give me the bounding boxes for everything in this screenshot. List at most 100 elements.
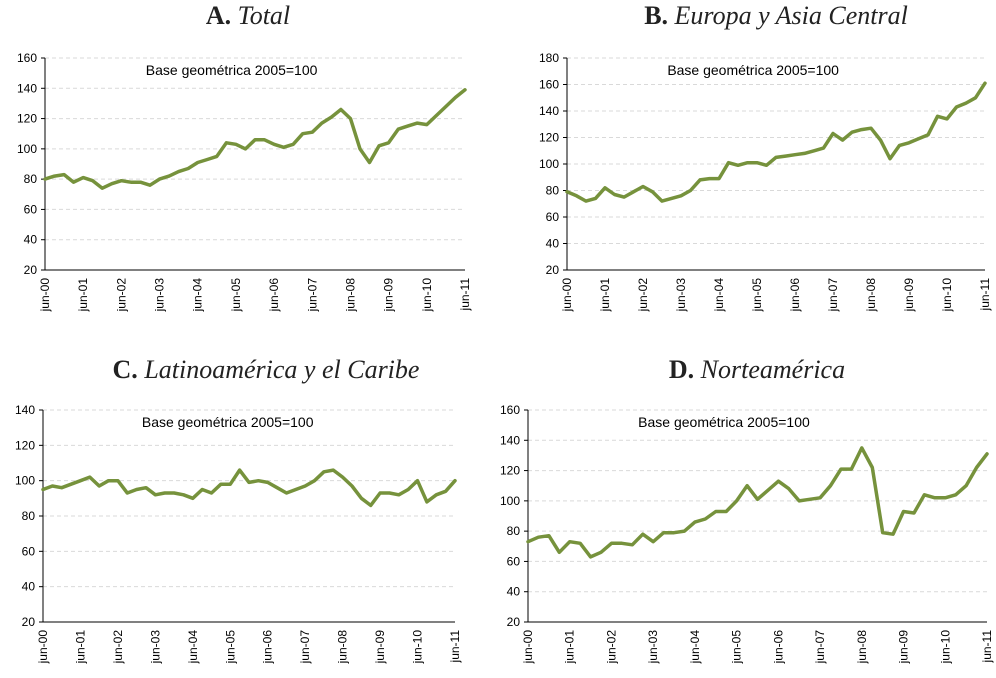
panel-letter: C. bbox=[113, 355, 138, 384]
y-tick-label: 100 bbox=[500, 494, 520, 508]
y-tick-label: 80 bbox=[22, 509, 36, 523]
x-tick-label: jun-02 bbox=[636, 278, 650, 313]
x-tick-label: jun-03 bbox=[674, 278, 688, 313]
x-tick-label: jun-00 bbox=[521, 630, 535, 665]
x-tick-label: jun-08 bbox=[336, 630, 350, 665]
x-tick-label: jun-05 bbox=[750, 278, 764, 313]
x-tick-label: jun-05 bbox=[730, 630, 744, 665]
x-tick-label: jun-09 bbox=[382, 278, 396, 313]
x-tick-label: jun-07 bbox=[813, 630, 827, 665]
y-tick-label: 140 bbox=[500, 433, 520, 447]
y-tick-label: 100 bbox=[539, 157, 559, 171]
y-tick-label: 120 bbox=[500, 464, 520, 478]
x-tick-label: jun-02 bbox=[604, 630, 618, 665]
y-tick-label: 140 bbox=[15, 403, 35, 417]
x-tick-label: jun-03 bbox=[153, 278, 167, 313]
x-tick-label: jun-05 bbox=[223, 630, 237, 665]
x-tick-label: jun-03 bbox=[148, 630, 162, 665]
x-tick-label: jun-07 bbox=[305, 278, 319, 313]
panel-letter: B. bbox=[644, 1, 668, 30]
data-line bbox=[43, 88, 467, 190]
y-tick-label: 120 bbox=[15, 438, 35, 452]
x-tick-label: jun-00 bbox=[560, 278, 574, 313]
data-line bbox=[526, 446, 989, 559]
x-tick-label: jun-06 bbox=[267, 278, 281, 313]
chart-title: D. Norteamérica bbox=[669, 355, 845, 384]
x-tick-label: jun-09 bbox=[902, 278, 916, 313]
x-tick-label: jun-10 bbox=[420, 278, 434, 313]
x-tick-label: jun-11 bbox=[978, 278, 992, 312]
x-tick-label: jun-06 bbox=[261, 630, 275, 665]
y-tick-label: 60 bbox=[24, 202, 38, 216]
y-tick-label: 20 bbox=[507, 615, 521, 629]
y-tick-label: 140 bbox=[539, 104, 559, 118]
x-tick-label: jun-01 bbox=[563, 630, 577, 665]
x-tick-label: jun-01 bbox=[598, 278, 612, 313]
x-tick-label: jun-00 bbox=[36, 630, 50, 665]
y-tick-label: 40 bbox=[546, 237, 560, 251]
annotation: Base geométrica 2005=100 bbox=[142, 414, 314, 430]
x-tick-label: jun-11 bbox=[980, 630, 994, 664]
y-tick-label: 160 bbox=[500, 403, 520, 417]
x-tick-label: jun-07 bbox=[826, 278, 840, 313]
x-tick-label: jun-10 bbox=[940, 278, 954, 313]
panel-letter: A. bbox=[206, 1, 231, 30]
panel-title: Norteamérica bbox=[700, 355, 845, 384]
x-tick-label: jun-00 bbox=[38, 278, 52, 313]
y-tick-label: 160 bbox=[17, 51, 37, 65]
y-tick-label: 80 bbox=[24, 172, 38, 186]
panel-title: Total bbox=[238, 1, 291, 30]
x-tick-label: jun-02 bbox=[114, 278, 128, 313]
panel-letter: D. bbox=[669, 355, 694, 384]
annotation: Base geométrica 2005=100 bbox=[146, 62, 318, 78]
annotation: Base geométrica 2005=100 bbox=[667, 62, 839, 78]
y-tick-label: 60 bbox=[22, 544, 36, 558]
x-tick-label: jun-04 bbox=[712, 278, 726, 313]
x-tick-label: jun-08 bbox=[864, 278, 878, 313]
y-tick-label: 100 bbox=[17, 142, 37, 156]
chart-title: A. Total bbox=[206, 1, 290, 30]
x-tick-label: jun-11 bbox=[458, 278, 472, 312]
x-tick-label: jun-08 bbox=[855, 630, 869, 665]
y-tick-label: 40 bbox=[24, 233, 38, 247]
y-tick-label: 180 bbox=[539, 51, 559, 65]
y-tick-label: 20 bbox=[22, 615, 36, 629]
y-tick-label: 80 bbox=[507, 524, 521, 538]
x-tick-label: jun-03 bbox=[646, 630, 660, 665]
data-line bbox=[565, 81, 987, 203]
x-tick-label: jun-01 bbox=[76, 278, 90, 313]
x-tick-label: jun-04 bbox=[688, 630, 702, 665]
x-tick-label: jun-09 bbox=[897, 630, 911, 665]
y-tick-label: 160 bbox=[539, 78, 559, 92]
y-tick-label: 120 bbox=[17, 112, 37, 126]
y-tick-label: 140 bbox=[17, 81, 37, 95]
chart-title: C. Latinoamérica y el Caribe bbox=[113, 355, 420, 384]
chart-title: B. Europa y Asia Central bbox=[644, 1, 908, 30]
y-tick-label: 20 bbox=[546, 263, 560, 277]
y-tick-label: 120 bbox=[539, 131, 559, 145]
x-tick-label: jun-08 bbox=[343, 278, 357, 313]
x-tick-label: jun-07 bbox=[298, 630, 312, 665]
y-tick-label: 20 bbox=[24, 263, 38, 277]
y-tick-label: 100 bbox=[15, 474, 35, 488]
x-tick-label: jun-02 bbox=[111, 630, 125, 665]
x-tick-label: jun-10 bbox=[938, 630, 952, 665]
y-tick-label: 60 bbox=[507, 554, 521, 568]
panel-title: Latinoamérica y el Caribe bbox=[143, 355, 419, 384]
x-tick-label: jun-11 bbox=[448, 630, 462, 664]
x-tick-label: jun-06 bbox=[771, 630, 785, 665]
x-tick-label: jun-05 bbox=[229, 278, 243, 313]
x-tick-label: jun-09 bbox=[373, 630, 387, 665]
y-tick-label: 40 bbox=[22, 580, 36, 594]
y-tick-label: 40 bbox=[507, 585, 521, 599]
x-tick-label: jun-10 bbox=[411, 630, 425, 665]
x-tick-label: jun-01 bbox=[73, 630, 87, 665]
annotation: Base geométrica 2005=100 bbox=[638, 414, 810, 430]
panel-title: Europa y Asia Central bbox=[674, 1, 908, 30]
x-tick-label: jun-04 bbox=[191, 278, 205, 313]
x-tick-label: jun-06 bbox=[788, 278, 802, 313]
data-line bbox=[41, 468, 457, 508]
x-tick-label: jun-04 bbox=[186, 630, 200, 665]
y-tick-label: 80 bbox=[546, 184, 560, 198]
